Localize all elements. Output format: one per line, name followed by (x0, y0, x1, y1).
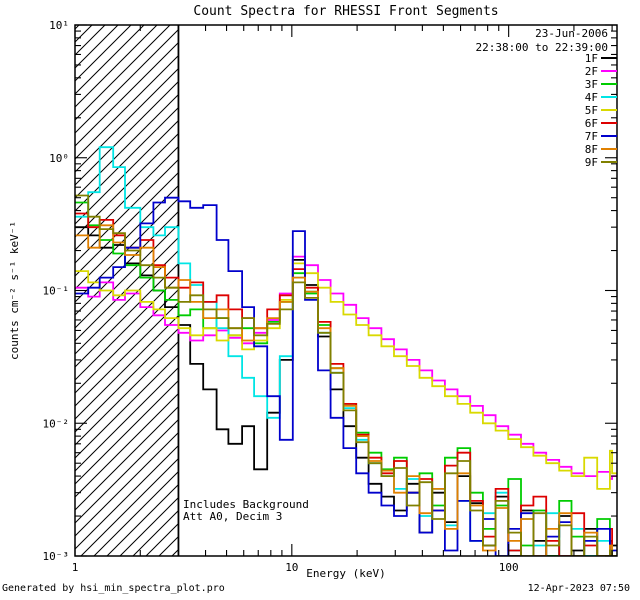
spectrum-line-2F (75, 255, 617, 480)
legend-label-2F: 2F (585, 65, 598, 78)
legend-label-3F: 3F (585, 78, 598, 91)
legend-label-1F: 1F (585, 52, 598, 65)
x-tick-label: 100 (499, 561, 519, 574)
x-tick-label: 1 (72, 561, 79, 574)
axis-ticks (74, 24, 617, 557)
legend-label-6F: 6F (585, 117, 598, 130)
y-tick-label: 10⁻³ (43, 550, 70, 563)
spectrum-line-9F (75, 194, 617, 556)
y-tick-label: 10⁻² (43, 417, 70, 430)
tick-labels: 1 10 100 10⁻³ 10⁻² 10⁻¹ 10⁰ 10¹ (43, 19, 519, 574)
legend-label-9F: 9F (585, 156, 598, 169)
legend-label-8F: 8F (585, 143, 598, 156)
legend-label-5F: 5F (585, 104, 598, 117)
y-tick-label: 10¹ (49, 19, 69, 32)
spectra-lines (75, 146, 617, 556)
legend-label-4F: 4F (585, 91, 598, 104)
y-tick-label: 10⁻¹ (43, 285, 70, 298)
x-tick-label: 10 (285, 561, 298, 574)
y-tick-label: 10⁰ (49, 152, 69, 165)
legend-label-7F: 7F (585, 130, 598, 143)
spectrum-line-7F (75, 196, 617, 556)
spectrum-line-5F (75, 262, 617, 490)
